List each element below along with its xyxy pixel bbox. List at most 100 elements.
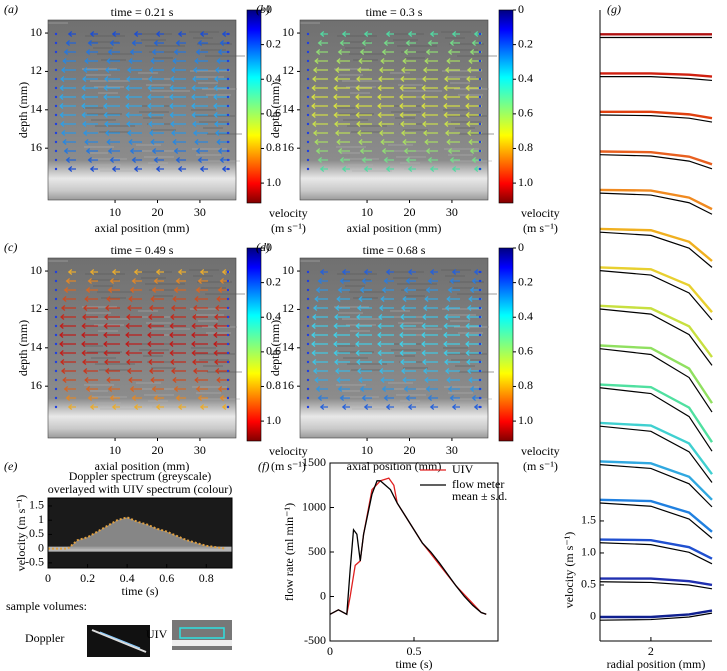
- vector-dot: [478, 279, 482, 283]
- panel-label: (g): [607, 2, 621, 16]
- y-axis-label: flow rate (ml min⁻¹): [282, 503, 296, 601]
- x-tick-label: 0: [45, 571, 51, 585]
- line: [329, 480, 487, 616]
- vector-head: [148, 314, 153, 320]
- vector-dot: [478, 77, 482, 81]
- vector-dot: [478, 104, 482, 108]
- vector-dot: [54, 86, 58, 90]
- vector-head: [81, 323, 86, 329]
- vector-head: [199, 31, 205, 37]
- vector-head: [399, 332, 404, 338]
- x-tick-label: 20: [403, 205, 415, 219]
- vector-head: [400, 314, 405, 320]
- vector-head: [191, 94, 196, 100]
- vector-head: [170, 76, 175, 82]
- vector-head: [125, 323, 130, 329]
- colorbar-label: velocity: [269, 206, 308, 220]
- y-tick-label: 14: [30, 340, 42, 354]
- vector-head: [126, 121, 131, 127]
- vector-head: [421, 323, 426, 329]
- vector-dot: [226, 131, 230, 135]
- vector-head: [85, 148, 91, 154]
- panel-label: (c): [4, 240, 17, 254]
- vector-head: [337, 49, 343, 55]
- x-tick-label: 0.8: [199, 571, 214, 585]
- reference-profile: [599, 269, 713, 321]
- vector-head: [468, 377, 473, 383]
- vector-head: [363, 404, 369, 410]
- vector-head: [82, 314, 87, 320]
- vector-head: [333, 94, 338, 100]
- vector-head: [466, 130, 472, 136]
- vector-head: [312, 314, 317, 320]
- vector-head: [89, 269, 95, 275]
- vector-dot: [478, 270, 482, 274]
- vector-head: [89, 404, 95, 410]
- vector-dot: [226, 41, 230, 45]
- vector-head: [155, 31, 161, 37]
- vector-dot: [54, 32, 58, 36]
- vector-head: [444, 121, 449, 127]
- y-tick-label: 10: [282, 263, 294, 277]
- vector-head: [377, 103, 382, 109]
- uiv-profile: [600, 110, 713, 120]
- uiv-profile: [599, 383, 714, 443]
- vector-dot: [478, 378, 482, 382]
- vector-head: [104, 305, 110, 311]
- vector-head: [107, 148, 113, 154]
- vector-head: [333, 323, 338, 329]
- vector-head: [103, 85, 108, 91]
- vector-head: [381, 49, 387, 55]
- vector-head: [169, 103, 174, 109]
- vector-head: [153, 278, 158, 284]
- vector-head: [427, 40, 432, 46]
- vector-dot: [306, 32, 310, 36]
- vector-head: [333, 350, 338, 356]
- vector-head: [473, 404, 479, 410]
- vector-dot: [306, 324, 310, 328]
- y-tick-label: 1.5: [29, 498, 44, 512]
- vector-head: [356, 368, 362, 374]
- vector-head: [213, 112, 218, 118]
- vector-head: [425, 287, 431, 293]
- vector-dot: [226, 288, 230, 292]
- vector-head: [173, 148, 179, 154]
- vector-head: [380, 296, 385, 302]
- vector-head: [194, 377, 199, 383]
- vector-dot: [54, 351, 58, 355]
- vector-head: [195, 287, 201, 293]
- vector-head: [425, 148, 431, 154]
- y-axis-label: velocity (m s⁻¹): [562, 532, 576, 609]
- colorbar-tick-label: 0.4: [266, 309, 281, 323]
- vector-head: [63, 386, 69, 392]
- vector-head: [82, 121, 87, 127]
- vector-head: [319, 166, 325, 172]
- colorbar-tick-label: 0.4: [518, 309, 533, 323]
- vector-head: [449, 278, 454, 284]
- vector-head: [469, 49, 475, 55]
- vector-head: [311, 85, 316, 91]
- sample-title: sample volumes:: [6, 599, 87, 613]
- vector-dot: [54, 113, 58, 117]
- vector-head: [429, 31, 435, 37]
- vector-dot: [226, 306, 230, 310]
- vector-head: [334, 359, 339, 365]
- uiv-profile: [599, 421, 713, 475]
- vector-head: [214, 314, 219, 320]
- reference-profile: [600, 75, 713, 82]
- vector-head: [355, 85, 360, 91]
- vector-head: [104, 76, 109, 82]
- vector-head: [341, 269, 347, 275]
- vector-dot: [54, 41, 58, 45]
- vector-dot: [478, 360, 482, 364]
- vector-head: [312, 76, 317, 82]
- vector-head: [400, 67, 406, 73]
- spectrum-fill: [48, 517, 227, 549]
- vector-head: [334, 368, 340, 374]
- vector-head: [133, 269, 139, 275]
- vector-head: [311, 332, 316, 338]
- vector-head: [173, 49, 179, 55]
- vector-head: [403, 49, 409, 55]
- vector-dot: [306, 369, 310, 373]
- vector-head: [169, 94, 174, 100]
